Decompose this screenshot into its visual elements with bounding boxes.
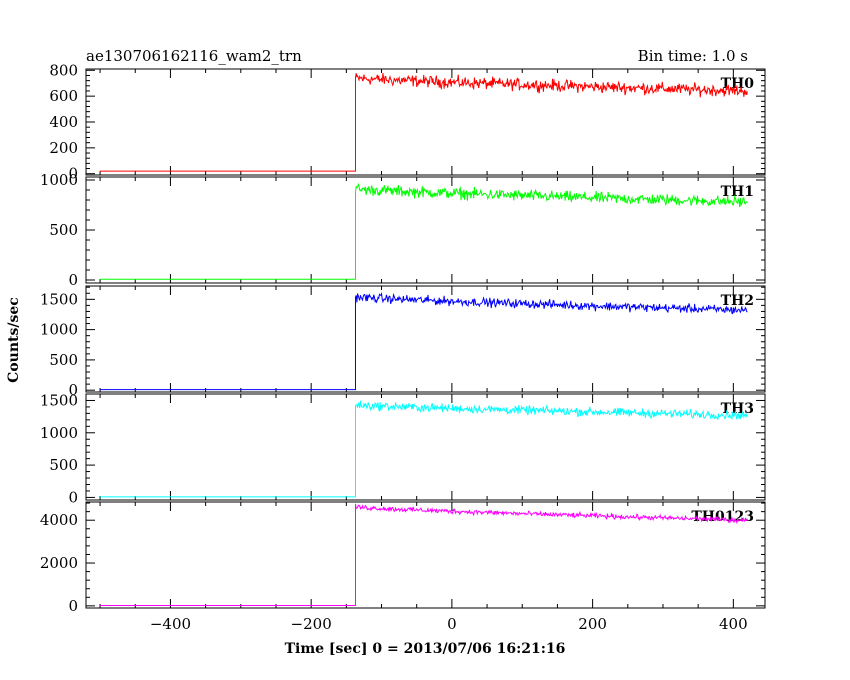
panel-frame <box>85 176 766 284</box>
chart-title: ae130706162116_wam2_trn <box>86 47 302 65</box>
y-tick-label: 800 <box>49 61 78 79</box>
y-tick-label: 500 <box>49 221 78 239</box>
y-tick-label: 1500 <box>40 290 78 308</box>
y-tick-label: 1000 <box>40 321 78 339</box>
series-label-th3: TH3 <box>721 401 754 417</box>
series-line-th1 <box>100 182 748 280</box>
panel-th0123: 0 2000 4000 TH0123 <box>40 501 766 615</box>
y-tick-label: 2000 <box>40 554 78 572</box>
panel-th3: 0 500 1000 1500 TH3 <box>40 391 766 506</box>
y-tick-label: 0 <box>68 271 78 289</box>
bin-time-label: Bin time: 1.0 s <box>638 47 748 65</box>
y-axis-label: Counts/sec <box>6 297 22 383</box>
y-tick-label: 0 <box>68 381 78 399</box>
series-line-th2 <box>100 291 748 391</box>
y-tick-label: 1000 <box>40 424 78 442</box>
x-tick-label: −400 <box>150 615 191 633</box>
x-tick-label: 200 <box>578 615 607 633</box>
panel-frame <box>85 393 766 501</box>
y-tick-label: 0 <box>68 597 78 615</box>
y-tick-label: 200 <box>49 139 78 157</box>
y-tick-label: 500 <box>49 456 78 474</box>
y-tick-label: 1500 <box>40 391 78 409</box>
series-label-th1: TH1 <box>721 184 754 200</box>
y-tick-label: 0 <box>68 488 78 506</box>
y-tick-label: 1000 <box>40 171 78 189</box>
x-tick-label: 400 <box>719 615 748 633</box>
series-label-th0123: TH0123 <box>691 509 754 525</box>
y-tick-label: 4000 <box>40 511 78 529</box>
y-tick-label: 500 <box>49 351 78 369</box>
y-tick-label: 400 <box>49 113 78 131</box>
series-line-th0123 <box>100 503 748 607</box>
y-tick-label: 0 <box>68 165 78 183</box>
series-line-th3 <box>100 400 748 498</box>
panel-frame <box>85 501 766 609</box>
panel-th2: 0 500 1000 1500 TH2 <box>40 285 766 399</box>
y-tick-label: 600 <box>49 87 78 105</box>
series-label-th2: TH2 <box>721 293 754 309</box>
x-tick-label: −200 <box>291 615 332 633</box>
panel-frame <box>85 285 766 393</box>
x-tick-label: 0 <box>447 615 457 633</box>
panel-th1: 0 500 1000 TH1 <box>40 171 766 289</box>
x-axis-label: Time [sec] 0 = 2013/07/06 16:21:16 <box>285 641 566 657</box>
series-line-th0 <box>100 73 748 172</box>
